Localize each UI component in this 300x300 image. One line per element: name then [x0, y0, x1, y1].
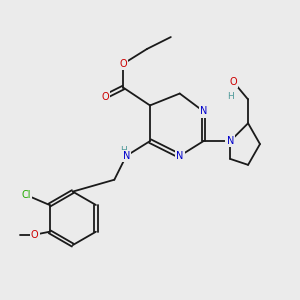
Text: N: N — [122, 151, 130, 161]
Text: N: N — [176, 151, 183, 161]
Text: O: O — [119, 59, 127, 69]
Text: N: N — [226, 136, 234, 146]
Text: H: H — [120, 146, 127, 154]
Text: H: H — [227, 92, 234, 101]
Text: N: N — [200, 106, 207, 116]
Text: O: O — [230, 76, 237, 87]
Text: O: O — [31, 230, 38, 240]
Text: Cl: Cl — [21, 190, 31, 200]
Text: O: O — [102, 92, 109, 101]
